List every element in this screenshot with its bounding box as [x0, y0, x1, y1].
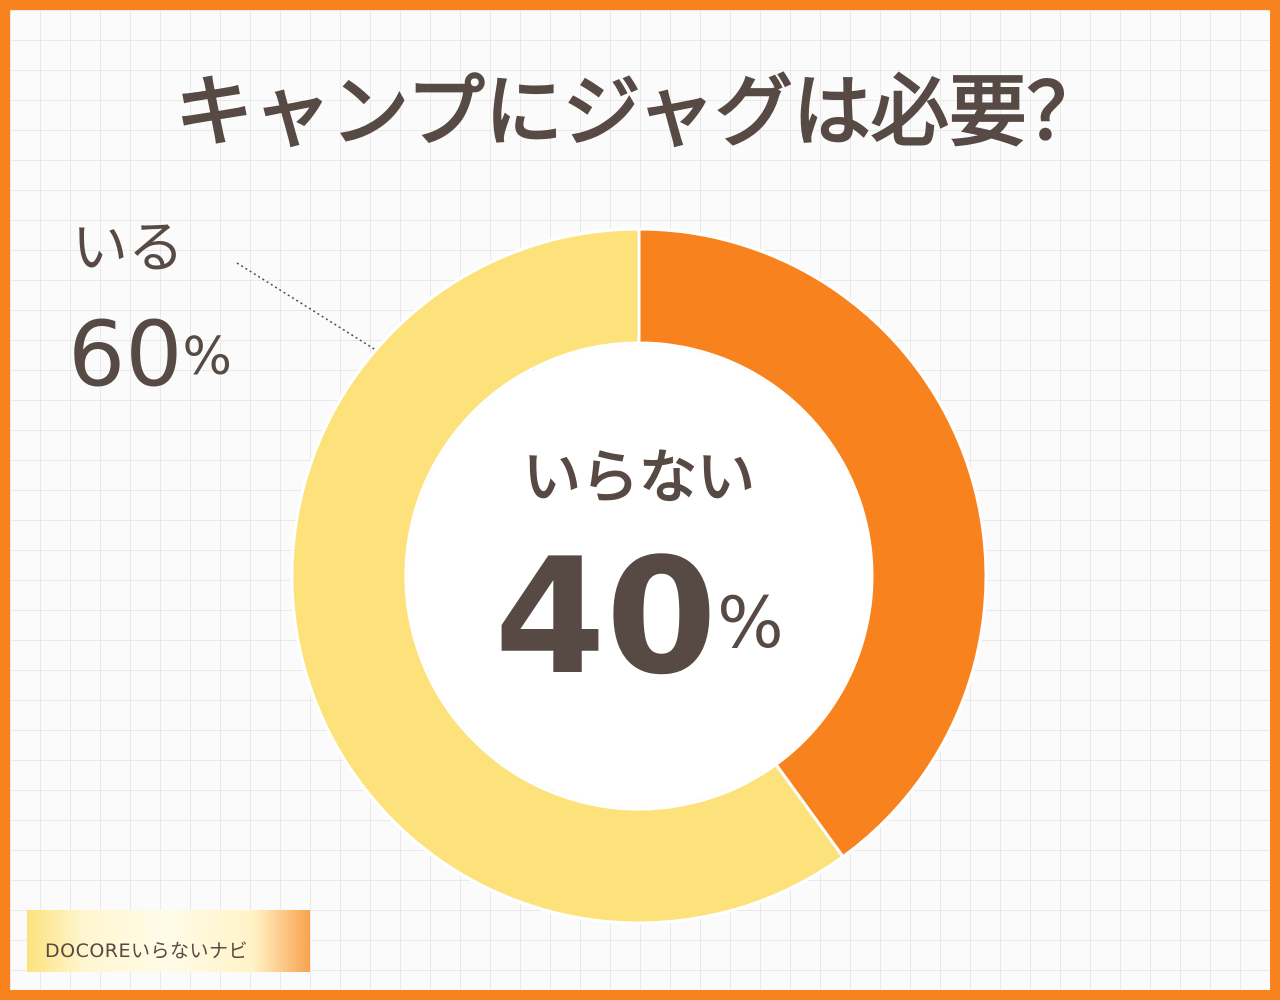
- leader-line: [236, 262, 396, 363]
- donut-segment: [637, 227, 988, 859]
- value-label: 60%: [68, 302, 232, 407]
- category-label: いらない: [523, 443, 755, 511]
- donut-segment: [290, 227, 846, 925]
- value-label: 40%: [494, 523, 783, 710]
- donut-hole: [408, 345, 870, 807]
- credit: DOCOREいらないナビ: [27, 910, 310, 972]
- chart-title: キャンプにジャグは必要？: [175, 67, 1105, 157]
- category-label: いる: [72, 216, 184, 281]
